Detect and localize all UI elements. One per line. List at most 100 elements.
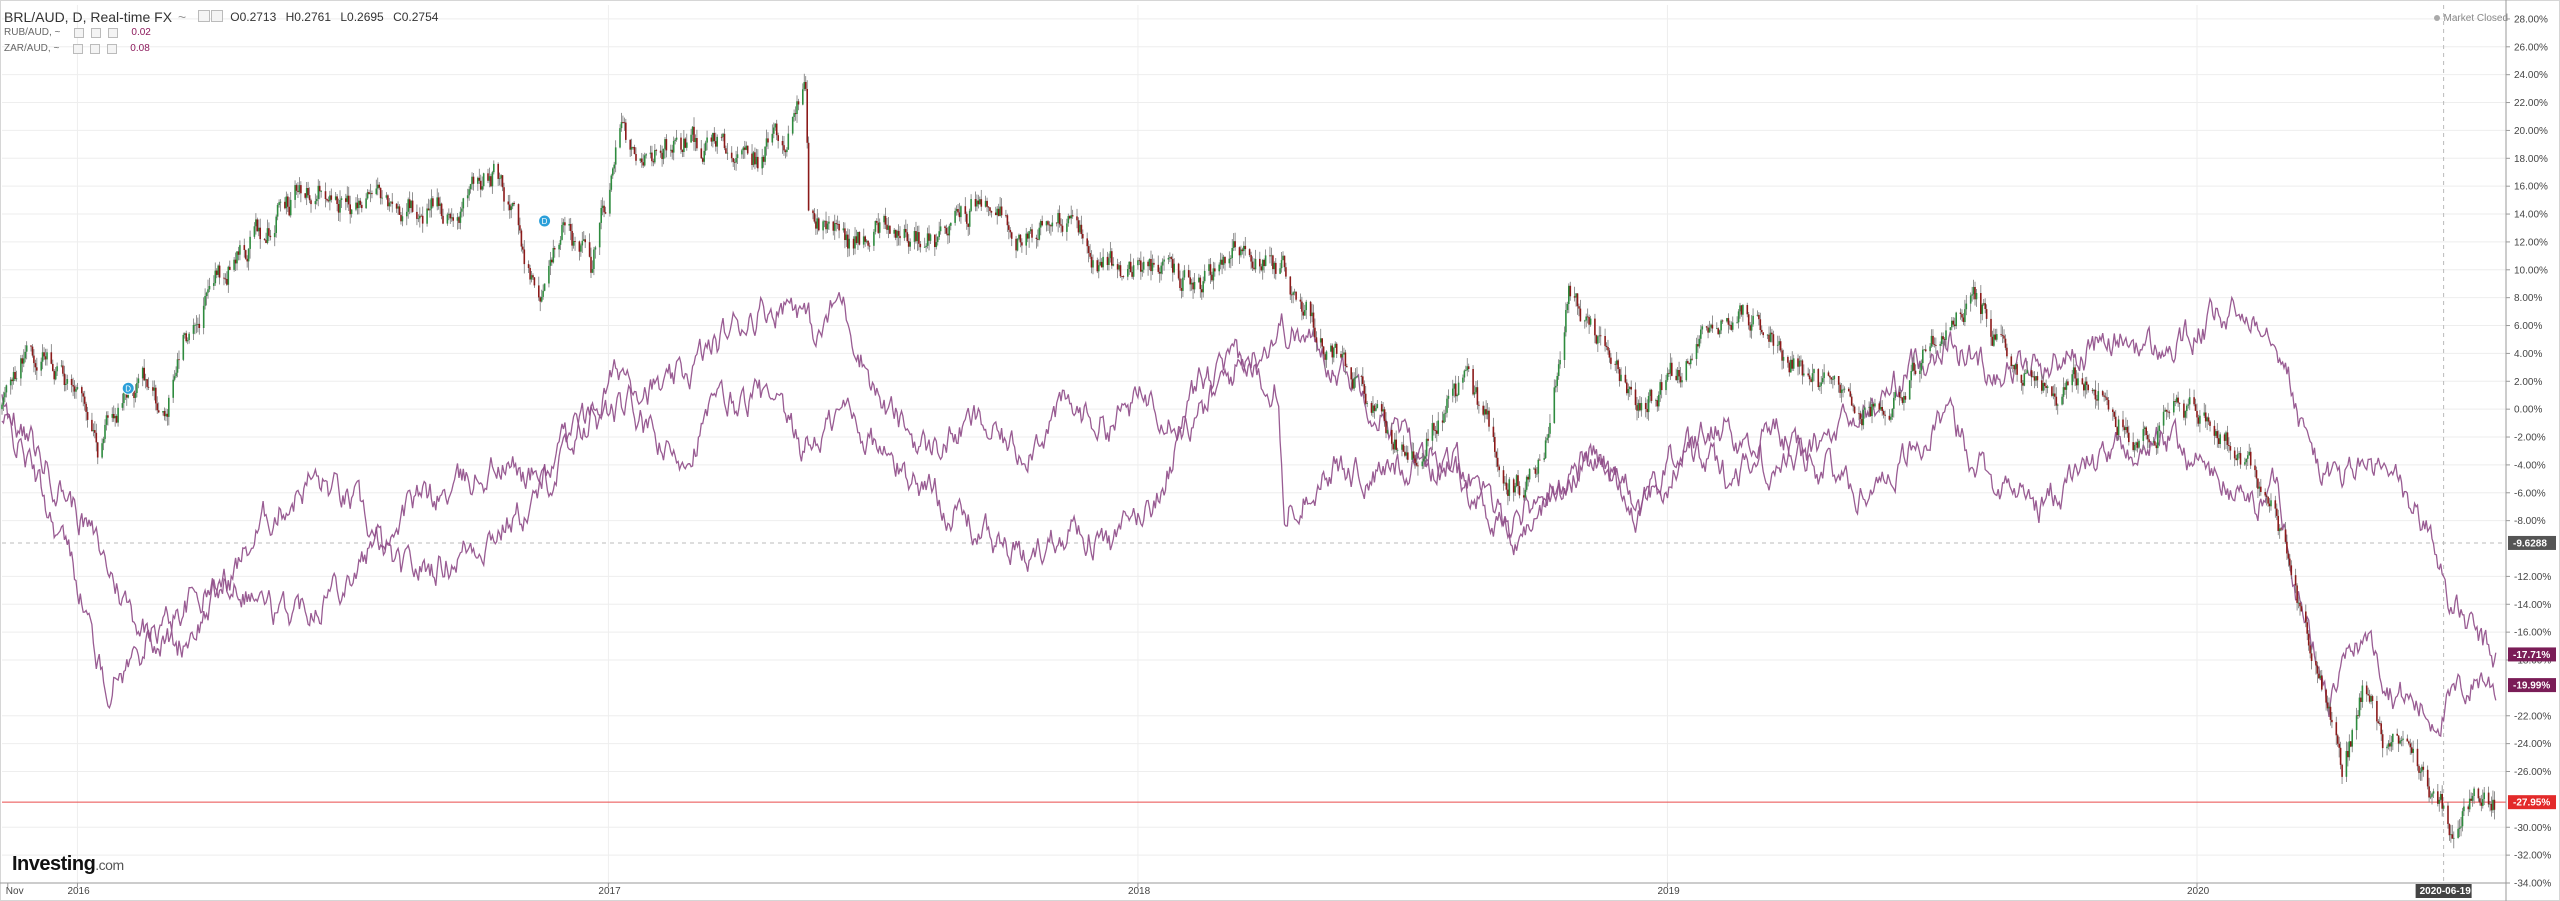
candle-body	[198, 323, 201, 328]
close-label: C	[393, 10, 402, 24]
candle-body	[906, 232, 909, 242]
candle-body	[1138, 260, 1141, 262]
crosshair-date-tag	[2415, 884, 2472, 898]
candle-body	[2135, 442, 2137, 445]
candle-body	[1951, 320, 1953, 328]
candle-body	[522, 246, 524, 250]
candle-body	[94, 430, 96, 433]
compare-symbol[interactable]: RUB/AUD, ~	[4, 27, 61, 38]
candle-body	[847, 234, 849, 249]
candle-body	[1383, 409, 1386, 421]
compare-symbol[interactable]: ZAR/AUD, ~	[4, 43, 60, 54]
candle-body	[712, 132, 714, 142]
candle-body	[426, 208, 428, 224]
y-tick-label: 6.00%	[2514, 321, 2542, 332]
candle-body	[329, 195, 331, 202]
candle-body	[2318, 673, 2320, 679]
candle-body	[2389, 743, 2391, 747]
eye-icon[interactable]	[198, 10, 211, 22]
close-icon[interactable]	[107, 44, 118, 54]
candle-body	[2386, 746, 2388, 749]
candle-body	[263, 239, 266, 241]
candle-body	[1058, 213, 1061, 225]
candle-body	[1292, 292, 1294, 295]
candle-body	[865, 240, 868, 242]
dividend-flag-icon[interactable]	[538, 214, 552, 228]
candle-body	[36, 367, 38, 371]
dividend-flag-icon[interactable]	[121, 381, 135, 395]
close-icon[interactable]	[108, 28, 119, 38]
candle-body	[144, 379, 147, 381]
candle-body	[2043, 383, 2046, 387]
candle-body	[1128, 261, 1130, 269]
candle-body	[1457, 382, 1460, 395]
candle-body	[876, 221, 878, 223]
open-label: O	[230, 10, 240, 24]
candle-body	[877, 222, 880, 233]
candle-body	[1140, 260, 1142, 272]
candle-body	[358, 200, 360, 209]
legend-compare-row: RUB/AUD, ~ 0.02	[4, 25, 444, 41]
candle-body	[157, 410, 160, 413]
event-markers[interactable]: DD	[121, 214, 552, 395]
candle-body	[783, 145, 785, 151]
candle-body	[588, 242, 591, 257]
candle-body	[229, 266, 231, 270]
candle-body	[54, 371, 57, 380]
y-tick-label: -6.00%	[2514, 488, 2546, 499]
candle-body	[83, 396, 86, 404]
candle-body	[838, 224, 840, 231]
candle-body	[1707, 327, 1709, 333]
candle-body	[2421, 766, 2423, 772]
candle-body	[2463, 806, 2465, 812]
candle-body	[733, 161, 736, 163]
eye-icon[interactable]	[73, 44, 84, 54]
candle-body	[513, 202, 515, 205]
main-style-toggle[interactable]: ~	[178, 9, 187, 25]
candle-body	[1605, 345, 1608, 347]
candle-body	[2103, 395, 2105, 397]
candle-body	[23, 358, 25, 364]
candle-body	[511, 202, 514, 207]
candle-body	[334, 196, 337, 200]
candle-body	[1644, 403, 1647, 409]
candle-body	[1373, 405, 1376, 411]
candle-body	[136, 383, 138, 393]
candle-body	[529, 268, 531, 280]
candle-body	[316, 198, 318, 202]
candle-body	[1803, 373, 1805, 376]
settings-icon[interactable]	[211, 10, 224, 22]
candle-body	[745, 145, 747, 150]
candle-body	[913, 231, 916, 242]
candle-body	[684, 138, 687, 148]
candle-body	[86, 412, 89, 420]
candle-body	[1037, 239, 1039, 240]
candle-body	[1048, 224, 1051, 226]
eye-icon[interactable]	[74, 28, 85, 38]
candle-body	[1985, 309, 1988, 319]
candle-body	[548, 265, 550, 284]
candle-body	[2116, 427, 2118, 436]
candle-body	[1066, 223, 1068, 232]
main-symbol[interactable]: BRL/AUD, D, Real-time FX	[4, 9, 173, 25]
candle-body	[381, 197, 383, 199]
candle-body	[755, 156, 758, 165]
candle-body	[1747, 314, 1750, 326]
candle-body	[686, 142, 688, 148]
settings-icon[interactable]	[90, 44, 101, 54]
candle-body	[400, 214, 402, 222]
candle-body	[2461, 811, 2464, 827]
x-axis: Nov 2016 2017 2018 2019 2020	[0, 882, 2506, 897]
candle-body	[1961, 314, 1963, 318]
settings-icon[interactable]	[91, 28, 102, 38]
candle-body	[864, 236, 866, 242]
candle-body	[2489, 803, 2491, 805]
candle-body	[2238, 453, 2240, 455]
candle-body	[2328, 706, 2330, 709]
candle-body	[2173, 401, 2175, 413]
candle-body	[1504, 482, 1506, 484]
candle-body	[1299, 299, 1302, 302]
candle-body	[2422, 766, 2425, 770]
candle-body	[2133, 445, 2136, 451]
